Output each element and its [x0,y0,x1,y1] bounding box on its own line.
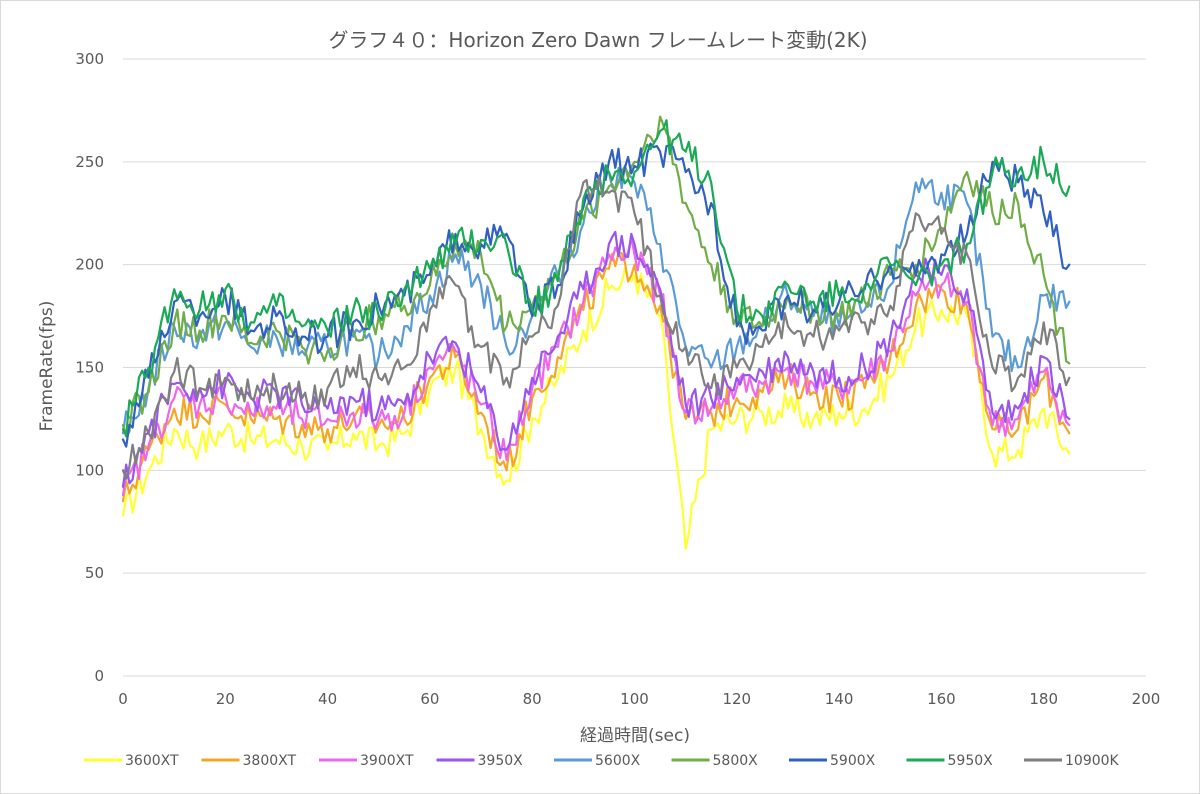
y-tick-label: 250 [75,153,104,171]
y-tick-label: 50 [85,564,104,582]
x-tick-label: 200 [1132,690,1161,708]
y-axis-ticks: 0 50 100 150 200 250 300 [75,50,104,685]
y-tick-label: 0 [94,667,104,685]
series-line-5900x [121,142,1071,448]
x-tick-label: 40 [318,690,337,708]
legend-label: 3950X [478,753,524,769]
legend-label: 5800X [713,753,759,769]
y-tick-label: 300 [75,50,104,68]
legend-label: 5900X [830,753,876,769]
x-tick-label: 160 [927,690,956,708]
legend-label: 10900K [1065,753,1120,769]
legend-label: 3600XT [125,753,179,769]
series-line-3600xt [121,267,1071,550]
chart-title: グラフ４０：Horizon Zero Dawn フレームレート変動(2K) [328,28,867,52]
x-tick-label: 80 [523,690,542,708]
x-tick-label: 100 [620,690,649,708]
x-tick-label: 20 [216,690,235,708]
legend-label: 3900XT [360,753,414,769]
series-line-10900k [121,176,1071,480]
y-axis-title: FrameRate(fps) [37,301,57,432]
legend-label: 5600X [595,753,641,769]
y-tick-label: 150 [75,359,104,377]
series-line-5600x [121,164,1071,435]
x-axis-ticks: 0 20 40 60 80 100 120 140 160 180 200 [118,690,1160,708]
y-tick-label: 100 [75,461,104,479]
x-tick-label: 180 [1029,690,1058,708]
x-tick-label: 60 [420,690,439,708]
y-tick-label: 200 [75,256,104,274]
x-tick-label: 140 [825,690,854,708]
plot-area [121,115,1071,550]
legend-label: 3800XT [243,753,297,769]
legend-label: 5950X [948,753,994,769]
series-line-5800x [121,115,1071,438]
x-axis-title: 経過時間(sec) [580,726,690,746]
x-tick-label: 120 [722,690,751,708]
series-line-3950x [121,230,1071,488]
series-line-5950x [121,119,1071,437]
legend: 3600XT 3800XT 3900XT 3950X 5600X 5800X 5900X 59… [84,753,1120,769]
x-tick-label: 0 [118,690,128,708]
